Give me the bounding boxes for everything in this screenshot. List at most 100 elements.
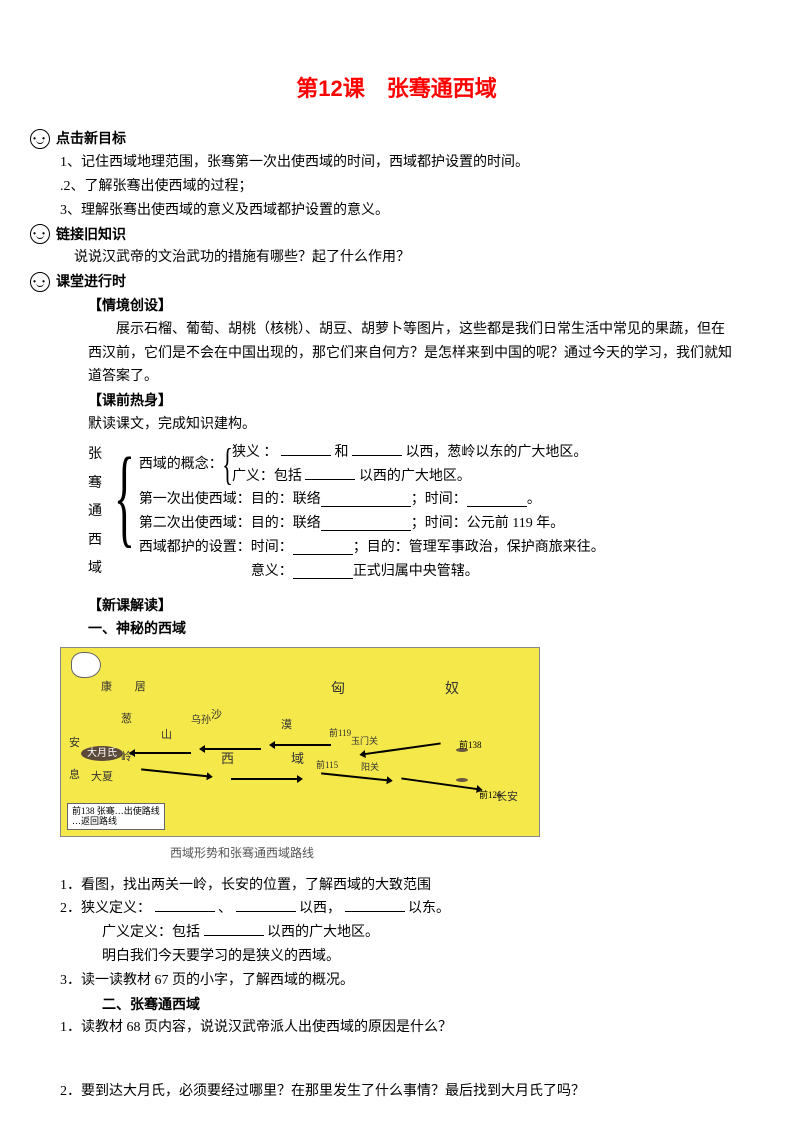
map-label-xiyu: 域 xyxy=(291,748,304,770)
outline-meaning: 意义： 正式归属中央管辖。 xyxy=(139,560,733,584)
map-label-xi: 西 xyxy=(221,748,234,770)
question-3: 3．读一读教材 67 页的小字，了解西域的概况。 xyxy=(60,969,733,993)
legend-line-2: …返回路线 xyxy=(72,816,160,827)
newlesson-label: 【新课解读】 xyxy=(60,594,733,618)
q2-suffix: 以东。 xyxy=(408,901,450,916)
classtime-header-text: 课堂进行时 xyxy=(56,270,126,294)
fill-blank[interactable] xyxy=(293,565,353,579)
map-year-119: 前119 xyxy=(329,726,351,741)
question-2-note: 明白我们今天要学习的是狭义的西域。 xyxy=(60,945,733,969)
fill-blank[interactable] xyxy=(236,898,296,912)
smiley-icon xyxy=(30,272,50,292)
q2-sep: 、 xyxy=(218,901,232,916)
concept-label: 西域的概念： xyxy=(139,453,223,477)
outline-char-4: 西 xyxy=(88,529,102,553)
map-year-138: 前138 xyxy=(459,738,482,753)
brace-icon: { xyxy=(114,441,135,584)
outline-char-2: 骞 xyxy=(88,472,102,496)
fill-blank[interactable] xyxy=(293,541,353,555)
goal-item-3: 3、理解张骞出使西域的意义及西域都护设置的意义。 xyxy=(60,199,733,223)
map-label-an: 葱 xyxy=(121,710,132,729)
outline-concept-row: 西域的概念： { 狭义 ： 和 以西，葱岭以东的广大地区。 广义：包括 以西的广… xyxy=(139,441,733,489)
question-5: 2．要到达大月氏，必须要经过哪里？在那里发生了什么事情？最后找到大月氏了吗？ xyxy=(60,1080,733,1104)
smiley-icon xyxy=(30,224,50,244)
oldknowledge-header-text: 链接旧知识 xyxy=(56,223,126,247)
arrow-icon xyxy=(201,748,261,750)
fill-blank[interactable] xyxy=(155,898,215,912)
scenario-text: 展示石榴、葡萄、胡桃（核桃）、胡豆、胡萝卜等图片，这些都是我们日常生活中常见的果… xyxy=(60,318,733,389)
narrow-mid: 和 xyxy=(334,445,348,460)
second-label: 第二次出使西域： xyxy=(139,512,251,536)
second-time: ；时间：公元前 119 年。 xyxy=(411,512,564,536)
goals-header: 点击新目标 xyxy=(30,127,733,151)
first-purpose: 目的：联络 xyxy=(251,488,321,512)
arrow-icon xyxy=(401,778,480,791)
q2f: 以西的广大地区。 xyxy=(267,925,379,940)
broad-suffix: 以西的广大地区。 xyxy=(359,469,471,484)
xiyu-map: 康 居 匈 奴 沙 漠 山 葱 岭 西 域 乌孙 大月氏 大夏 安 息 玉门关 … xyxy=(60,647,540,837)
knowledge-outline: 张 骞 通 西 域 { 西域的概念： { 狭义 ： 和 以西，葱岭以东的广大地区… xyxy=(88,441,733,584)
fill-blank[interactable] xyxy=(204,922,264,936)
oldknowledge-body: 说说汉武帝的文治武功的措施有哪些？起了什么作用？ xyxy=(60,246,733,270)
map-caption: 西域形势和张骞通西域路线 xyxy=(170,843,733,863)
map-label-an2: 安 xyxy=(69,734,80,753)
narrow-prefix: 狭义 ： xyxy=(232,445,278,460)
duhu-label: 西域都护的设置：时间： xyxy=(139,536,293,560)
map-year-115: 前115 xyxy=(316,758,338,773)
first-label: 第一次出使西域： xyxy=(139,488,251,512)
outline-duhu: 西域都护的设置：时间： ；目的：管理军事政治，保护商旅来往。 xyxy=(139,536,733,560)
map-label-sha: 沙 xyxy=(211,706,222,725)
fill-blank[interactable] xyxy=(305,466,355,480)
goal-item-2: .2、了解张骞出使西域的过程； xyxy=(60,175,733,199)
fill-blank[interactable] xyxy=(352,442,402,456)
map-label-kangju: 康 居 xyxy=(101,678,156,697)
brace-small-icon: { xyxy=(222,443,233,487)
map-label-wusun: 乌孙 xyxy=(191,712,211,729)
lesson-title: 第12课 张骞通西域 xyxy=(60,70,733,107)
outline-second-mission: 第二次出使西域： 目的：联络 ；时间：公元前 119 年。 xyxy=(139,512,733,536)
smiley-icon xyxy=(30,129,50,149)
scenario-label: 【情境创设】 xyxy=(60,294,733,318)
warmup-label: 【课前热身】 xyxy=(60,389,733,413)
arrow-icon xyxy=(321,772,391,781)
map-node-dayuezhi: 大月氏 xyxy=(81,746,123,761)
part2-title: 二、张骞通西域 xyxy=(102,993,733,1017)
map-legend: 前138 张骞…出使路线 …返回路线 xyxy=(67,803,165,831)
legend-line-1: 前138 张骞…出使路线 xyxy=(72,806,160,817)
outline-char-3: 通 xyxy=(88,500,102,524)
outline-left-chars: 张 骞 通 西 域 xyxy=(88,441,110,584)
fill-blank[interactable] xyxy=(281,442,331,456)
fill-blank[interactable] xyxy=(321,517,411,531)
narrow-suffix: 以西，葱岭以东的广大地区。 xyxy=(405,445,587,460)
duhu-purpose: ；目的：管理军事政治，保护商旅来往。 xyxy=(353,536,605,560)
fill-blank[interactable] xyxy=(467,493,527,507)
narrow-def: 狭义 ： 和 以西，葱岭以东的广大地区。 xyxy=(232,441,588,465)
meaning-label: 意义： xyxy=(251,560,293,584)
classtime-header: 课堂进行时 xyxy=(30,270,733,294)
map-label-daxia: 大夏 xyxy=(91,768,113,787)
meaning-suffix: 正式归属中央管辖。 xyxy=(353,560,479,584)
arrow-icon xyxy=(141,768,211,777)
q2-prefix: 2．狭义定义： xyxy=(60,901,151,916)
map-label-xi2: 息 xyxy=(69,766,80,785)
map-label-yang: 阳关 xyxy=(361,760,379,775)
part2-title-text: 二、张骞通西域 xyxy=(102,996,200,1012)
goals-header-text: 点击新目标 xyxy=(56,127,126,151)
second-purpose: 目的：联络 xyxy=(251,512,321,536)
map-lake-icon xyxy=(71,652,101,678)
question-2-broad: 广义定义：包括 以西的广大地区。 xyxy=(60,921,733,945)
question-4: 1．读教材 68 页内容，说说汉武帝派人出使西域的原因是什么？ xyxy=(60,1016,733,1040)
outline-first-mission: 第一次出使西域： 目的：联络 ；时间： 。 xyxy=(139,488,733,512)
map-label-mo: 漠 xyxy=(281,716,292,735)
map-label-xiongnu: 匈 奴 xyxy=(331,678,483,702)
broad-prefix: 广义：包括 xyxy=(232,469,302,484)
outline-char-5: 域 xyxy=(88,557,102,581)
outline-char-1: 张 xyxy=(88,443,102,467)
fill-blank[interactable] xyxy=(321,493,411,507)
arrow-icon xyxy=(231,778,301,780)
warmup-instruction: 默读课文，完成知识建构。 xyxy=(60,413,733,437)
fill-blank[interactable] xyxy=(345,898,405,912)
broad-def: 广义：包括 以西的广大地区。 xyxy=(232,465,588,489)
goal-item-1: 1、记住西域地理范围，张骞第一次出使西域的时间，西域都护设置的时间。 xyxy=(60,151,733,175)
part1-title: 一、神秘的西域 xyxy=(60,617,733,641)
